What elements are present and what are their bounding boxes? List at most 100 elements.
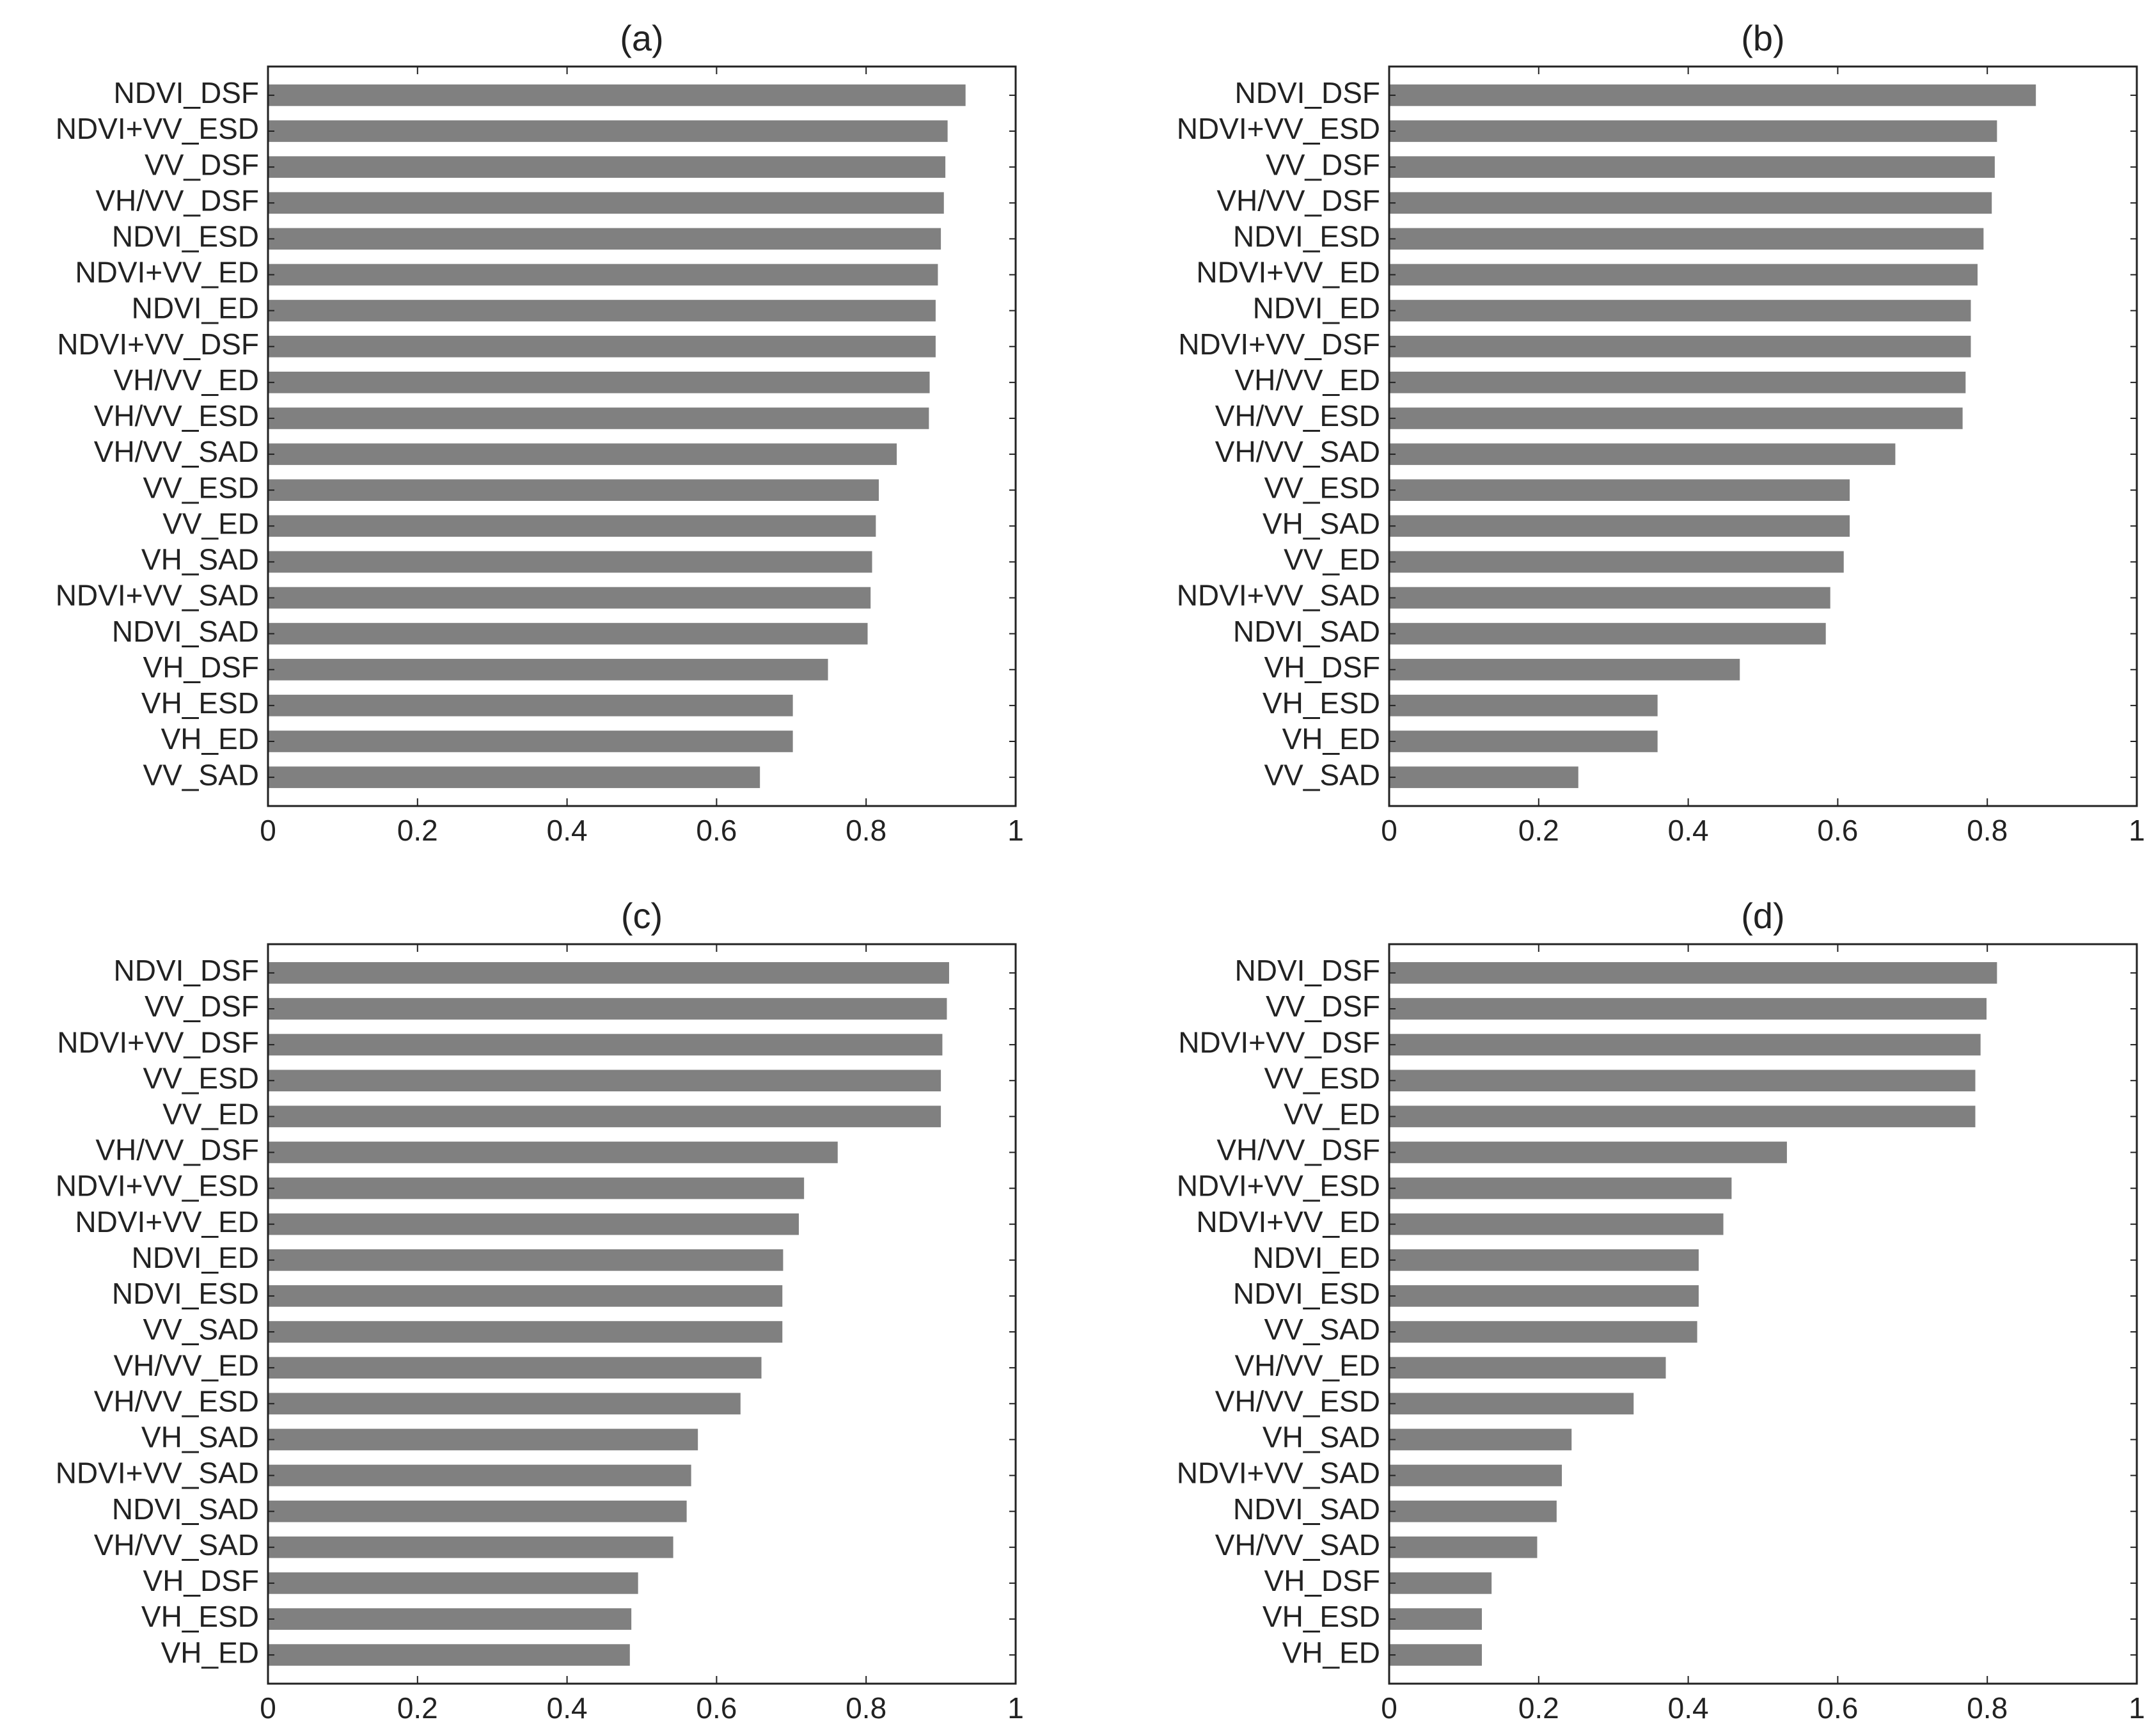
bar	[268, 658, 828, 681]
bar	[1389, 299, 1971, 322]
y-tick-label: NDVI+VV_ED	[75, 1205, 259, 1238]
bar	[268, 587, 871, 609]
bar	[268, 1285, 783, 1307]
bar	[1389, 766, 1578, 788]
bar	[1389, 1608, 1482, 1630]
bar	[268, 1177, 805, 1199]
bar	[1389, 1213, 1724, 1235]
y-tick-label: NDVI_DSF	[114, 954, 259, 987]
y-tick-label: NDVI+VV_ED	[1196, 1205, 1380, 1238]
y-tick-label: VH/VV_SAD	[94, 1528, 259, 1561]
bar	[268, 120, 948, 142]
bar	[1389, 695, 1658, 716]
y-tick-label: VH/VV_DSF	[95, 184, 259, 217]
x-tick-label: 0.2	[397, 814, 438, 847]
y-tick-label: NDVI_DSF	[114, 76, 259, 109]
bar	[268, 1500, 687, 1522]
y-tick-label: NDVI_ESD	[112, 1277, 259, 1310]
bar	[1389, 1536, 1538, 1558]
y-tick-label: VH/VV_DSF	[1216, 184, 1380, 217]
bar	[1389, 264, 1978, 286]
bar	[268, 766, 760, 788]
bar	[1389, 515, 1850, 537]
y-tick-label: NDVI_SAD	[1233, 615, 1380, 648]
y-tick-label: NDVI_SAD	[1233, 1492, 1380, 1526]
bar	[268, 1608, 632, 1630]
x-tick-label: 0.4	[547, 1691, 588, 1725]
y-tick-label: VV_SAD	[143, 1313, 259, 1346]
y-tick-label: NDVI_SAD	[112, 1492, 259, 1526]
bar	[1389, 1321, 1697, 1343]
bar	[268, 156, 946, 178]
x-tick-label: 0.4	[1668, 814, 1709, 847]
y-tick-label: VV_DSF	[1266, 990, 1380, 1023]
y-tick-label: VH_ED	[1282, 1636, 1380, 1669]
x-tick-label: 0.8	[846, 1691, 886, 1725]
x-tick-label: 0.6	[696, 814, 737, 847]
bar	[1389, 1177, 1732, 1199]
y-tick-label: VH_ESD	[141, 1600, 259, 1633]
y-tick-label: NDVI+VV_ESD	[1177, 1169, 1380, 1203]
bar	[1389, 1572, 1492, 1594]
y-tick-label: VH/VV_ED	[1234, 1348, 1380, 1382]
bar	[1389, 1141, 1787, 1164]
x-tick-label: 1	[1007, 814, 1024, 847]
bar	[1389, 479, 1850, 502]
y-tick-label: NDVI_DSF	[1235, 954, 1380, 987]
y-tick-label: NDVI+VV_ED	[75, 256, 259, 289]
y-tick-label: VH_ESD	[141, 686, 259, 720]
y-tick-label: NDVI+VV_DSF	[57, 1025, 259, 1059]
x-tick-label: 0	[1381, 814, 1397, 847]
y-tick-label: VH/VV_ESD	[94, 1384, 259, 1418]
bar	[1389, 120, 1997, 142]
bar	[1389, 1500, 1557, 1522]
bar	[268, 1321, 783, 1343]
bar	[268, 1070, 941, 1092]
y-tick-label: VV_DSF	[1266, 148, 1380, 181]
x-tick-label: 0.2	[1518, 814, 1559, 847]
bar	[268, 962, 949, 984]
bar	[1389, 1070, 1976, 1092]
bar	[268, 1464, 691, 1487]
x-tick-label: 0.6	[1817, 814, 1858, 847]
axes-box	[267, 65, 1017, 807]
bar	[1389, 551, 1844, 573]
x-tick-label: 0	[260, 1691, 276, 1725]
y-tick-label: VH_DSF	[1264, 651, 1380, 684]
y-tick-label: VV_DSF	[145, 990, 259, 1023]
y-tick-label: NDVI+VV_DSF	[57, 328, 259, 361]
y-tick-label: VH_SAD	[141, 1421, 259, 1454]
bar	[1389, 1285, 1699, 1307]
bar	[268, 622, 868, 645]
y-tick-label: VH_ED	[161, 1636, 259, 1669]
y-tick-label: VH/VV_ESD	[1215, 1384, 1380, 1418]
bar	[1389, 1428, 1572, 1451]
y-tick-label: VH/VV_SAD	[1215, 435, 1380, 468]
y-tick-label: VH_SAD	[141, 543, 259, 576]
y-tick-label: VV_ESD	[143, 1061, 259, 1095]
bar	[268, 551, 872, 573]
y-tick-label: NDVI_ED	[132, 292, 259, 325]
y-tick-label: VH/VV_ED	[1234, 363, 1380, 397]
y-tick-label: VH/VV_SAD	[94, 435, 259, 468]
y-tick-label: VH/VV_DSF	[1216, 1134, 1380, 1167]
bar	[268, 1536, 673, 1558]
bar	[268, 264, 938, 286]
bar	[268, 1141, 838, 1164]
y-tick-label: VH_SAD	[1263, 507, 1380, 540]
y-tick-label: VV_ESD	[143, 471, 259, 504]
axes-box	[267, 943, 1017, 1685]
y-tick-label: VV_ESD	[1264, 471, 1380, 504]
bar	[1389, 587, 1830, 609]
y-tick-label: NDVI_ED	[132, 1241, 259, 1274]
bar	[1389, 407, 1963, 429]
chart-title: (b)	[1741, 18, 1784, 58]
bar	[1389, 192, 1992, 214]
bar	[1389, 1357, 1666, 1379]
y-tick-label: NDVI_ESD	[1233, 220, 1380, 253]
x-tick-label: 0.8	[1967, 814, 2008, 847]
bar	[1389, 962, 1997, 984]
bar	[268, 1428, 698, 1451]
y-tick-label: NDVI_SAD	[112, 615, 259, 648]
chart-title: (a)	[620, 18, 663, 58]
